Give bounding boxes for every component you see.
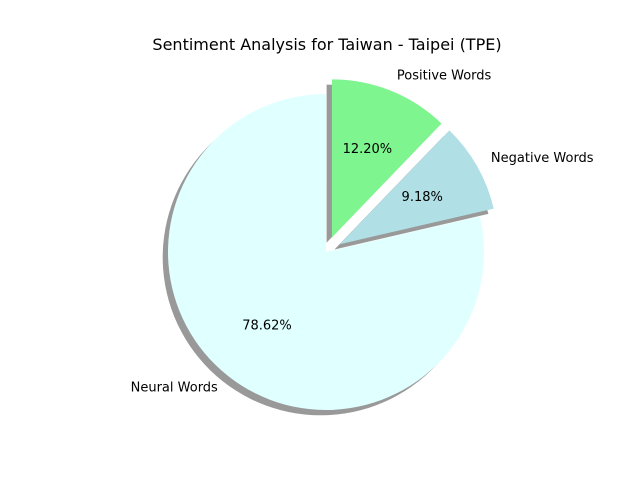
pie-slices	[167, 79, 494, 410]
slice-percent-label: 12.20%	[343, 142, 393, 157]
pie-slice-neural-words	[167, 94, 484, 410]
slice-percent-label: 78.62%	[242, 319, 292, 334]
slice-percent-label: 9.18%	[402, 190, 443, 205]
slice-label: Neural Words	[131, 381, 218, 396]
pie-slice-positive-words	[331, 79, 442, 238]
slice-labels: Positive Words 12.20% Negative Words 9.18% N…	[131, 69, 594, 396]
slice-label: Positive Words	[397, 69, 492, 84]
pie-slice-negative-words	[339, 130, 494, 245]
chart-title: Sentiment Analysis for Taiwan - Taipei (…	[152, 35, 501, 54]
slice-label: Negative Words	[491, 151, 594, 166]
